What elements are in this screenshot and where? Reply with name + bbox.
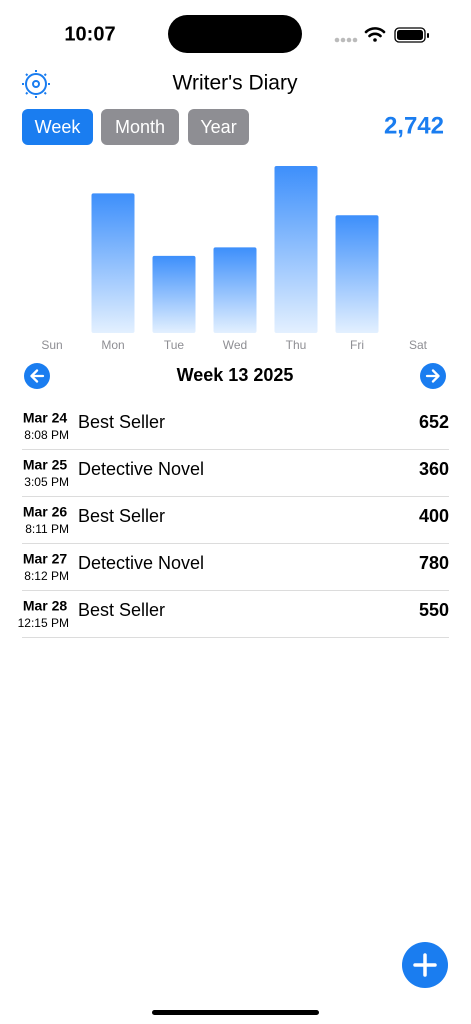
tab-label: Month [115, 117, 165, 137]
entry-title: Detective Novel [78, 553, 204, 573]
entry-time: 8:12 PM [24, 569, 69, 583]
entry-date: Mar 24 [23, 410, 68, 426]
add-button[interactable] [402, 942, 448, 988]
entry-count: 550 [419, 600, 449, 620]
x-tick-label: Fri [350, 338, 364, 352]
tab[interactable]: Month [101, 109, 179, 145]
bar [335, 215, 379, 333]
bar [152, 255, 196, 333]
x-tick-label: Sat [409, 338, 428, 352]
signal [334, 37, 358, 43]
entry-row[interactable]: Mar 27 8:12 PM Detective Novel 780 [22, 551, 449, 591]
entry-title: Best Seller [78, 506, 165, 526]
total-count: 2,742 [384, 112, 444, 139]
entry-row[interactable]: Mar 26 8:11 PM Best Seller 400 [22, 504, 449, 544]
entry-row[interactable]: Mar 28 12:15 PM Best Seller 550 [18, 598, 449, 638]
entry-title: Best Seller [78, 600, 165, 620]
entry-time: 8:08 PM [24, 428, 69, 442]
bar-chart: Sun Mon Tue Wed Thu Fri Sat [41, 166, 428, 352]
entry-time: 12:15 PM [18, 616, 69, 630]
tab-label: Year [200, 117, 236, 137]
tab-label: Week [35, 117, 82, 137]
x-tick-label: Thu [286, 338, 307, 352]
entry-count: 652 [419, 412, 449, 432]
tab-background [22, 109, 93, 145]
bar [274, 166, 318, 333]
tab[interactable]: Week [22, 109, 93, 145]
app-title: Writer's Diary [173, 72, 298, 95]
wifi [364, 27, 386, 42]
previous-week[interactable] [24, 363, 50, 389]
settings-button[interactable] [22, 70, 50, 98]
entry-date: Mar 26 [23, 504, 68, 520]
entry-count: 360 [419, 459, 449, 479]
battery [394, 27, 426, 43]
entry-time: 8:11 PM [25, 522, 69, 536]
tab[interactable]: Year [188, 109, 249, 145]
entry-date: Mar 27 [23, 551, 68, 567]
entry-row[interactable]: Mar 24 8:08 PM Best Seller 652 [22, 410, 449, 450]
bar [213, 247, 257, 333]
x-tick-label: Sun [41, 338, 62, 352]
entry-count: 780 [419, 553, 449, 573]
x-tick-label: Wed [223, 338, 247, 352]
next-week[interactable] [420, 363, 446, 389]
entry-time: 3:05 PM [24, 475, 69, 489]
entry-title: Detective Novel [78, 459, 204, 479]
home-indicator [152, 1010, 319, 1015]
status-time: 10:07 [64, 23, 115, 45]
x-tick-label: Mon [101, 338, 124, 352]
entry-date: Mar 28 [23, 598, 68, 614]
entry-row[interactable]: Mar 25 3:05 PM Detective Novel 360 [22, 457, 449, 497]
dynamic-island [168, 15, 302, 53]
x-tick-label: Tue [164, 338, 185, 352]
entry-date: Mar 25 [23, 457, 68, 473]
bar [91, 193, 135, 333]
tab-background [188, 109, 249, 145]
entry-count: 400 [419, 506, 449, 526]
tab-background [101, 109, 179, 145]
entry-title: Best Seller [78, 412, 165, 432]
battery-level [397, 30, 423, 40]
battery-cap [427, 33, 429, 38]
week-label: Week 13 2025 [177, 365, 294, 385]
